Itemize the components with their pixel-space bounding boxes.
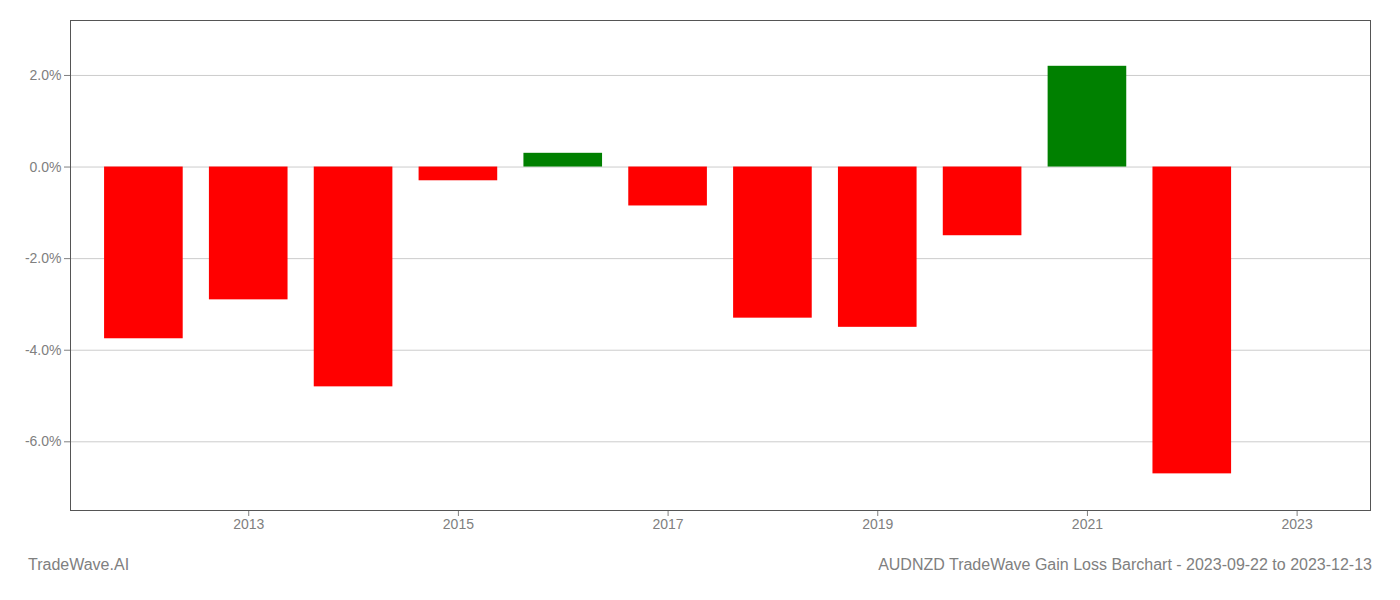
html-text:AUDNZD TradeWave Gain Loss Bar: AUDNZD TradeWave Gain Loss Barchart - 20… [878,556,1372,573]
svg-text:2021: 2021 [1072,516,1103,532]
svg-text:-4.0%: -4.0% [25,342,62,358]
svg-text:2019: 2019 [862,516,893,532]
svg-text:0.0%: 0.0% [30,159,62,175]
svg-text:2023: 2023 [1282,516,1313,532]
html-text:TradeWave.AI: TradeWave.AI [28,556,130,573]
svg-text:-6.0%: -6.0% [25,433,62,449]
svg-text:2.0%: 2.0% [30,67,62,83]
svg-text:2013: 2013 [233,516,264,532]
svg-text:2017: 2017 [653,516,684,532]
svg-text:2015: 2015 [443,516,474,532]
svg-text:-2.0%: -2.0% [25,250,62,266]
